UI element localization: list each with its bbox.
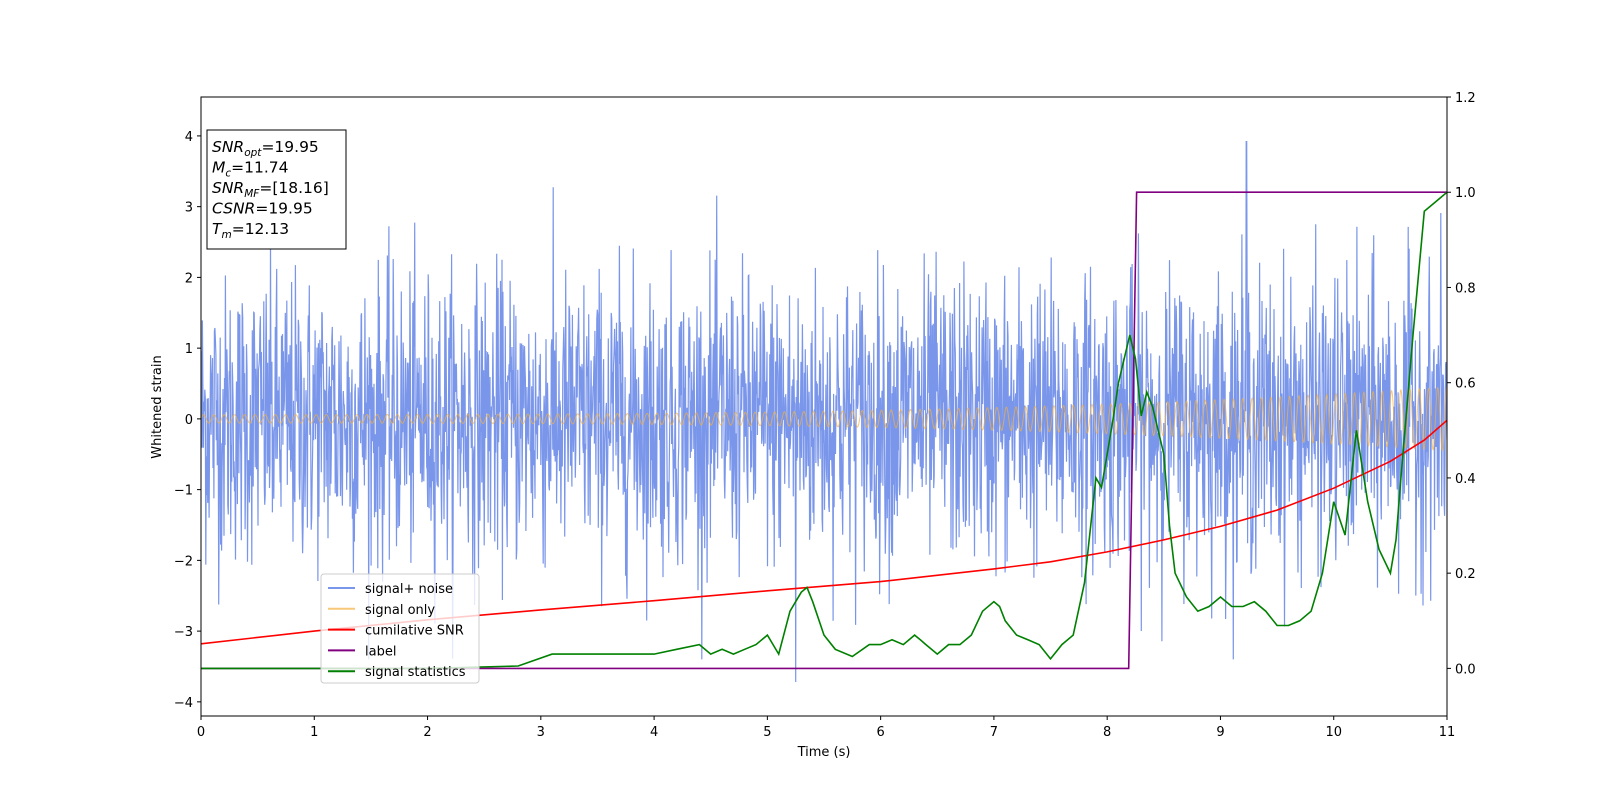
x-tick-label: 6	[876, 725, 884, 740]
svg-text:signal only: signal only	[365, 603, 435, 618]
legend-item: signal only	[328, 603, 435, 618]
x-tick-label: 5	[763, 725, 771, 740]
x-tick-label: 9	[1216, 725, 1224, 740]
svg-text:signal+ noise: signal+ noise	[365, 582, 453, 597]
legend: signal+ noise signal only cumilative SNR la…	[320, 573, 480, 684]
signal-noise-line	[201, 141, 1447, 683]
y2-tick-label: 0.8	[1455, 281, 1476, 296]
info-box-line: SNRopt=19.95	[212, 138, 319, 159]
info-box-line: CSNR=19.95	[212, 200, 313, 218]
x-axis-label: Time (s)	[797, 745, 851, 760]
signal-noise-series	[201, 141, 1447, 683]
signal-statistics-line	[201, 191, 1447, 670]
x-tick-label: 10	[1325, 725, 1342, 740]
info-box: SNRopt=19.95Mc=11.74SNRMF=[18.16]CSNR=19…	[206, 129, 347, 250]
label-series	[201, 191, 1447, 670]
y-tick-label: 3	[185, 201, 193, 216]
info-box-line: Tm=12.13	[212, 220, 289, 241]
y2-tick-label: 0.2	[1455, 567, 1476, 582]
signal-statistics-series	[201, 191, 1447, 670]
signal-only-line	[201, 386, 1447, 452]
svg-text:signal statistics: signal statistics	[365, 665, 466, 680]
y-tick-label: −3	[174, 625, 193, 640]
x-tick-label: 2	[423, 725, 431, 740]
y-tick-label: −1	[174, 484, 193, 499]
y-axis-right: 0.0 0.2 0.4 0.6 0.8 1.0 1.2	[1447, 91, 1476, 677]
y2-tick-label: 1.0	[1455, 186, 1476, 201]
y-tick-label: −2	[174, 554, 193, 569]
x-tick-label: 7	[990, 725, 998, 740]
legend-item: signal+ noise	[328, 582, 453, 597]
x-tick-label: 0	[197, 725, 205, 740]
info-box-line: Mc=11.74	[212, 159, 289, 180]
y-axis-left: −4 −3 −2 −1 0 1 2 3 4	[174, 130, 201, 711]
x-tick-label: 4	[650, 725, 658, 740]
label-line	[201, 191, 1447, 670]
plot-frame	[200, 96, 1448, 717]
y2-tick-label: 1.2	[1455, 91, 1476, 106]
legend-item: label	[328, 644, 396, 659]
y2-tick-label: 0.0	[1455, 662, 1476, 677]
legend-item: signal statistics	[328, 665, 466, 680]
signal-only-series	[201, 386, 1447, 452]
y-tick-label: 2	[185, 271, 193, 286]
x-tick-label: 8	[1103, 725, 1111, 740]
svg-text:cumilative SNR: cumilative SNR	[365, 624, 464, 639]
y-tick-label: 0	[185, 413, 193, 428]
y-tick-label: 1	[185, 342, 193, 357]
legend-item: cumilative SNR	[328, 624, 464, 639]
cumulative-snr-series	[201, 419, 1447, 645]
x-axis: 0 1 2 3 4 5 6 7 8 9 10 11	[197, 716, 1455, 740]
x-tick-label: 11	[1439, 725, 1456, 740]
info-box-line: SNRMF=[18.16]	[212, 179, 329, 200]
x-tick-label: 3	[537, 725, 545, 740]
y-axis-label: Whitened strain	[150, 355, 165, 458]
y2-tick-label: 0.4	[1455, 472, 1476, 487]
plot-area	[201, 141, 1447, 683]
y-tick-label: −4	[174, 696, 193, 711]
y2-tick-label: 0.6	[1455, 377, 1476, 392]
svg-text:label: label	[365, 644, 396, 659]
cumulative-snr-line	[201, 419, 1447, 645]
x-tick-label: 1	[310, 725, 318, 740]
y-tick-label: 4	[185, 130, 193, 145]
